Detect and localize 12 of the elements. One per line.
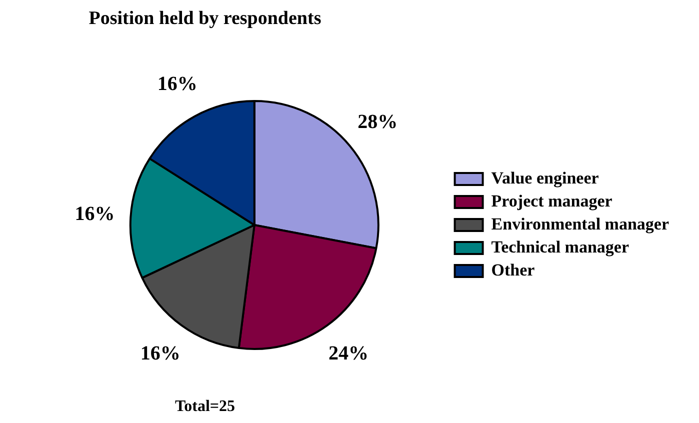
- text: Total=25: [174, 398, 236, 416]
- data-label: 16%: [140, 342, 180, 365]
- legend-label: Technical manager: [491, 237, 630, 256]
- legend-label: Other: [491, 260, 536, 280]
- legend-label: Environmental manager: [491, 214, 670, 234]
- data-label: 28%: [358, 111, 398, 134]
- legend-label: Value engineer: [491, 168, 600, 188]
- data-label: 16%: [74, 203, 115, 226]
- chart-title: Position held by respondents: [88, 8, 322, 30]
- data-label: 16%: [157, 72, 198, 95]
- legend-label: Project manager: [491, 191, 613, 210]
- data-label: 24%: [328, 342, 368, 365]
